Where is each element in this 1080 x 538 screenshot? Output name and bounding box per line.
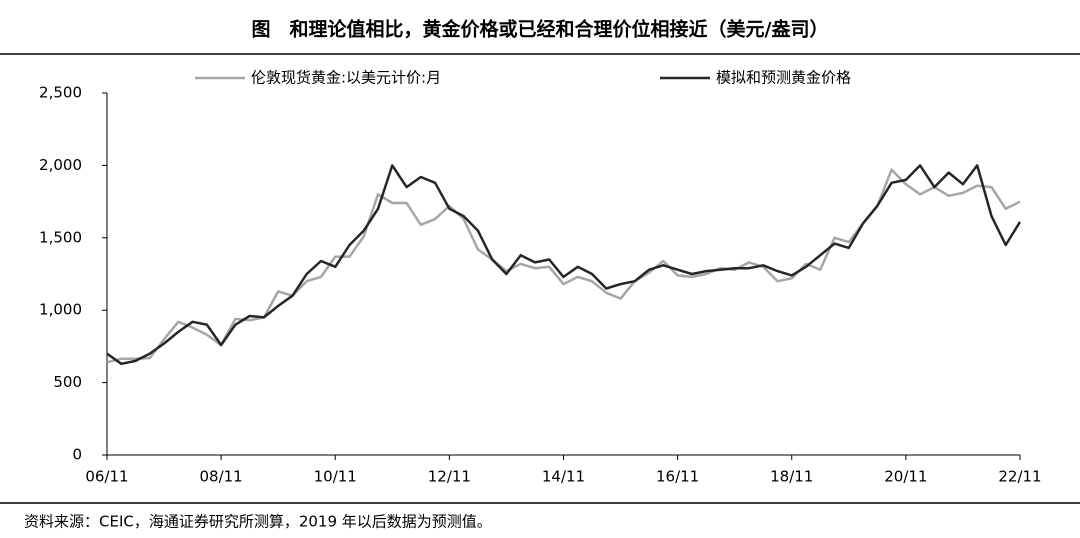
x-tick-label: 22/11 [998,468,1041,486]
x-tick-label: 06/11 [85,468,128,486]
y-tick-label: 500 [53,373,82,391]
y-tick-label: 1,000 [39,301,82,319]
source-note: 资料来源：CEIC，海通证券研究所测算，2019 年以后数据为预测值。 [24,513,492,531]
y-tick-label: 0 [72,446,82,464]
x-tick-label: 12/11 [428,468,471,486]
x-tick-label: 18/11 [770,468,813,486]
x-tick-label: 20/11 [884,468,927,486]
x-tick-label: 08/11 [200,468,243,486]
y-tick-label: 1,500 [39,228,82,246]
x-tick-label: 16/11 [656,468,699,486]
chart-title: 图 和理论值相比，黄金价格或已经和合理价位相接近（美元/盎司） [252,18,829,41]
legend-label: 伦敦现货黄金:以美元计价:月 [251,69,441,87]
series-line [106,164,1022,366]
x-tick-label: 10/11 [314,468,357,486]
legend-label: 模拟和预测黄金价格 [716,69,851,87]
x-tick-label: 14/11 [542,468,585,486]
y-tick-label: 2,500 [39,84,82,102]
y-tick-label: 2,000 [39,156,82,174]
